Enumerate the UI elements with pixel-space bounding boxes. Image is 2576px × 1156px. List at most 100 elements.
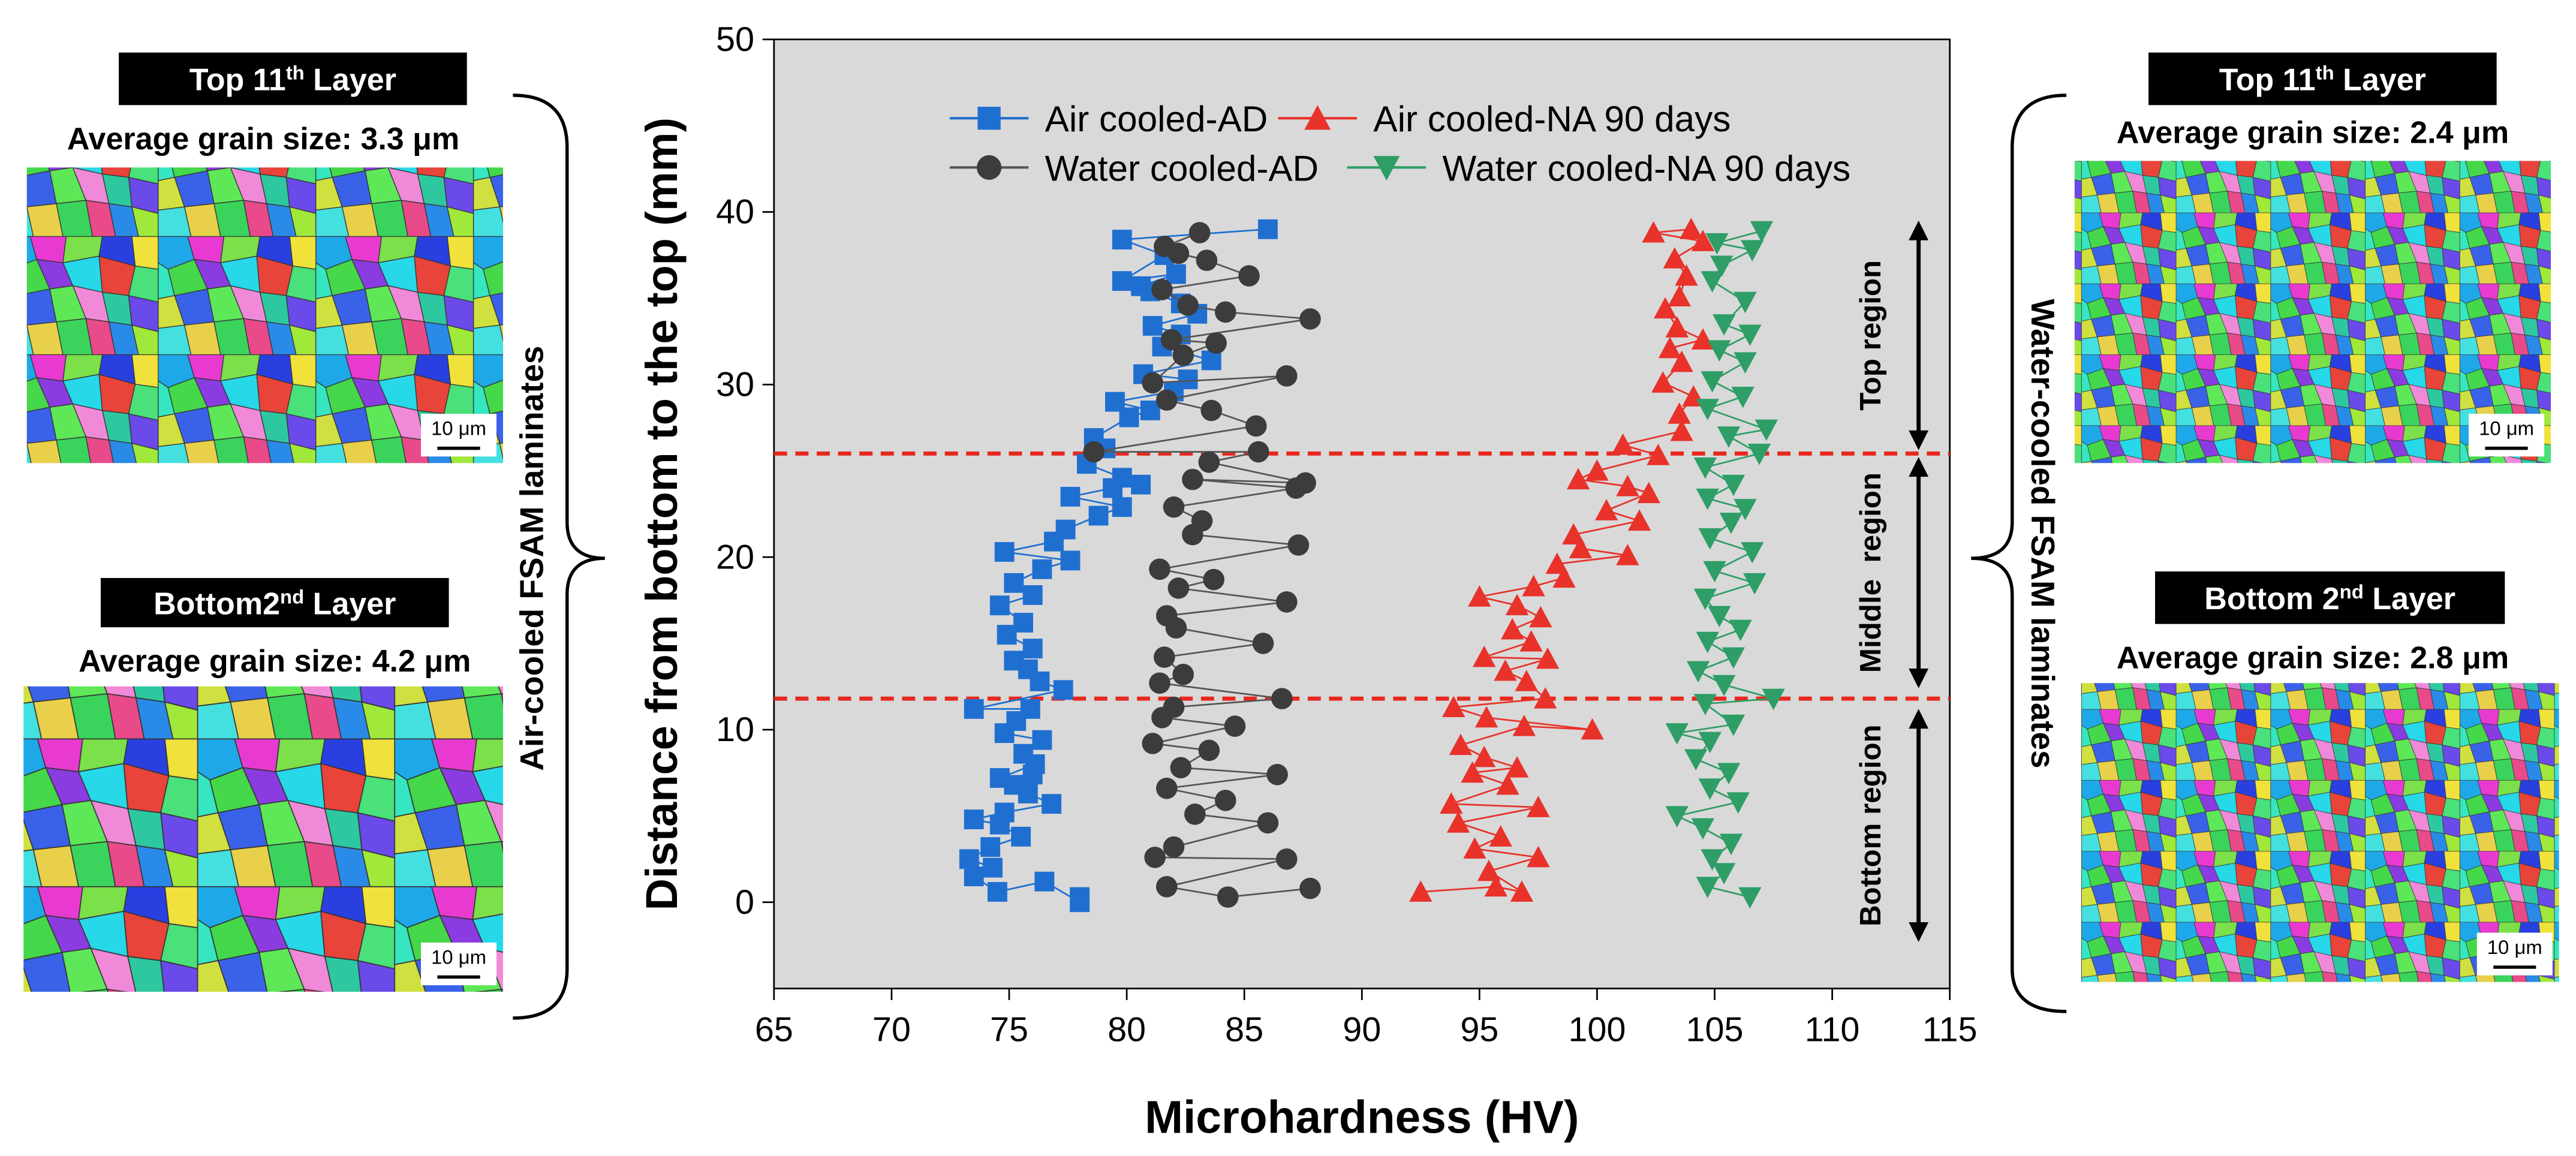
marker xyxy=(1616,544,1639,565)
marker xyxy=(964,866,984,887)
marker xyxy=(980,837,1001,857)
marker xyxy=(1055,519,1076,540)
marker xyxy=(1196,249,1218,271)
marker xyxy=(1172,344,1194,366)
marker xyxy=(987,882,1007,902)
panel-title: Top 11th Layer xyxy=(189,61,396,97)
marker xyxy=(1585,459,1609,481)
marker xyxy=(1665,806,1689,828)
marker xyxy=(1252,633,1274,654)
marker xyxy=(1154,236,1175,257)
marker xyxy=(1668,285,1691,306)
marker xyxy=(1022,585,1043,605)
marker xyxy=(1722,474,1746,496)
marker xyxy=(1675,264,1698,286)
marker xyxy=(1698,731,1722,754)
marker xyxy=(1722,647,1746,669)
title-box xyxy=(119,52,467,106)
marker xyxy=(1729,619,1752,642)
marker xyxy=(1569,537,1593,559)
title-box xyxy=(2155,571,2505,624)
x-tick-label: 80 xyxy=(1108,1010,1146,1049)
marker xyxy=(1131,474,1151,495)
marker xyxy=(1271,688,1293,709)
marker xyxy=(1188,222,1211,243)
marker xyxy=(1224,715,1246,737)
marker xyxy=(1665,723,1689,745)
panel-subtitle: Average grain size: 2.4 μm xyxy=(2117,115,2509,150)
panel-title: Bottom 2nd Layer xyxy=(2204,580,2455,616)
marker xyxy=(1494,659,1517,681)
marker xyxy=(1663,247,1686,269)
marker xyxy=(1167,577,1190,599)
marker xyxy=(1474,706,1498,728)
title-box xyxy=(2148,52,2497,106)
marker xyxy=(1750,221,1774,243)
marker xyxy=(1151,279,1173,300)
marker xyxy=(1616,474,1639,496)
marker xyxy=(1719,513,1743,534)
marker xyxy=(1696,488,1719,510)
marker xyxy=(1698,528,1722,550)
title-part: th xyxy=(286,61,305,83)
marker xyxy=(1022,639,1043,659)
marker xyxy=(1686,661,1710,683)
marker xyxy=(1512,715,1536,736)
marker xyxy=(1105,392,1125,412)
arrow-head xyxy=(1909,922,1929,942)
marker xyxy=(1734,352,1757,374)
marker xyxy=(1693,694,1717,715)
marker xyxy=(1713,863,1736,884)
side-label: Air-cooled FSAM laminates xyxy=(513,346,550,771)
marker xyxy=(1083,441,1105,463)
marker xyxy=(1743,573,1767,595)
marker xyxy=(1691,230,1715,251)
marker xyxy=(1034,871,1055,892)
x-tick-label: 65 xyxy=(755,1010,793,1049)
marker xyxy=(1257,812,1279,834)
marker xyxy=(1691,328,1715,350)
marker xyxy=(1522,574,1545,597)
marker xyxy=(1701,271,1724,293)
arrow-head xyxy=(1909,430,1929,450)
marker xyxy=(1670,419,1693,441)
marker xyxy=(1519,630,1543,652)
marker xyxy=(1698,778,1722,800)
marker xyxy=(1627,509,1651,531)
marker xyxy=(1529,606,1552,628)
y-tick-label: 10 xyxy=(716,711,754,749)
marker xyxy=(1032,559,1052,579)
marker xyxy=(1668,402,1691,424)
marker xyxy=(1275,591,1298,613)
marker xyxy=(1060,486,1081,507)
grain-map xyxy=(2074,161,2551,463)
marker xyxy=(1070,892,1090,913)
marker xyxy=(1484,875,1507,897)
marker xyxy=(1651,371,1675,393)
y-tick-label: 30 xyxy=(716,366,754,404)
x-tick-label: 75 xyxy=(990,1010,1028,1049)
marker xyxy=(1693,588,1717,610)
y-axis-title: Distance from bottom to the top (mm) xyxy=(637,118,687,911)
title-part: Layer xyxy=(2364,582,2455,616)
legend-marker xyxy=(1373,156,1400,181)
marker xyxy=(1461,761,1484,783)
scale-label: 10 μm xyxy=(2479,417,2534,439)
marker xyxy=(1200,399,1223,422)
x-tick-label: 115 xyxy=(1922,1010,1978,1049)
marker xyxy=(1053,680,1073,700)
marker xyxy=(1205,332,1227,354)
marker xyxy=(1149,558,1170,580)
x-tick-label: 85 xyxy=(1225,1010,1263,1049)
marker xyxy=(1701,371,1724,393)
arrow-head xyxy=(1909,457,1929,477)
marker xyxy=(1170,757,1192,779)
marker xyxy=(1468,585,1491,607)
x-tick-label: 105 xyxy=(1686,1010,1744,1049)
marker xyxy=(1275,365,1298,387)
marker xyxy=(1020,699,1040,719)
legend-label: Air cooled-AD xyxy=(1045,98,1268,139)
marker xyxy=(1755,419,1778,441)
arrow-head xyxy=(1909,220,1929,240)
